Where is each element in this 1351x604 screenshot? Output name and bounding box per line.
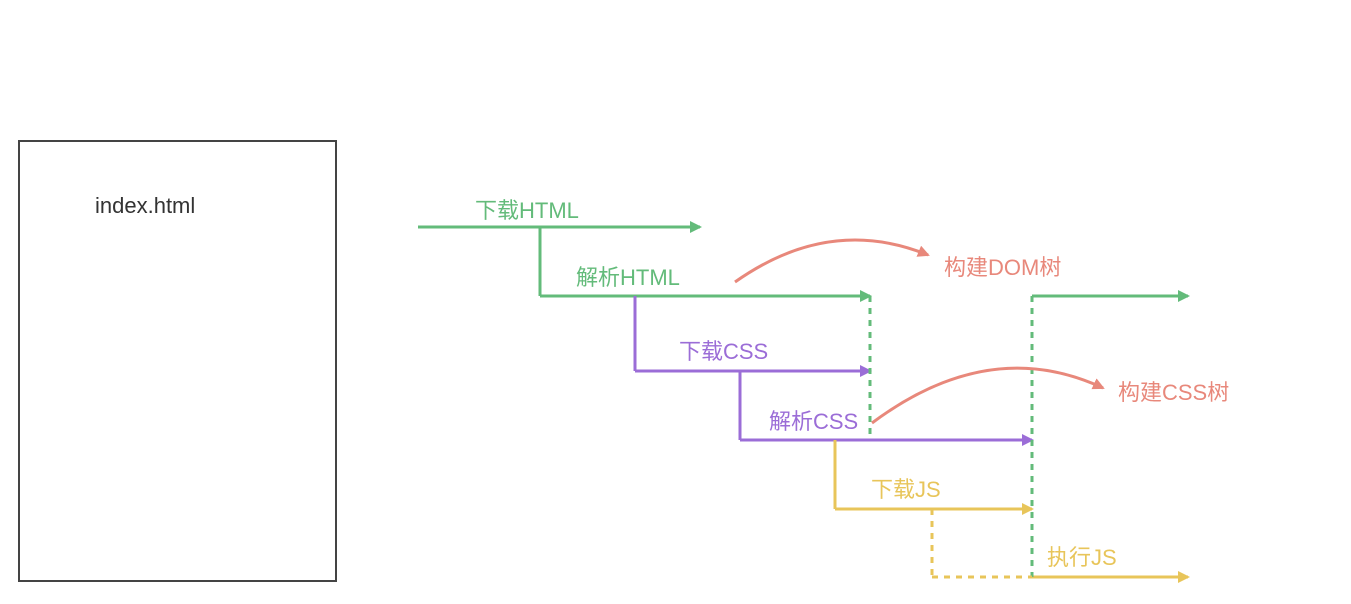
- flow-label: 解析HTML: [576, 260, 680, 292]
- flow-label: 下载HTML: [475, 193, 579, 225]
- flow-label: 构建CSS树: [1118, 375, 1229, 407]
- flow-line: [735, 240, 928, 282]
- flow-label: 执行JS: [1047, 540, 1117, 572]
- flow-label: 解析CSS: [769, 404, 858, 436]
- flow-label: 构建DOM树: [944, 250, 1061, 282]
- diagram-canvas: index.html 下载HTML解析HTML构建DOM树下载CSS解析CSS构…: [0, 0, 1351, 604]
- flow-label: 下载CSS: [679, 334, 768, 366]
- flow-line: [872, 368, 1103, 423]
- diagram-svg: [0, 0, 1351, 604]
- flow-label: 下载JS: [871, 472, 941, 504]
